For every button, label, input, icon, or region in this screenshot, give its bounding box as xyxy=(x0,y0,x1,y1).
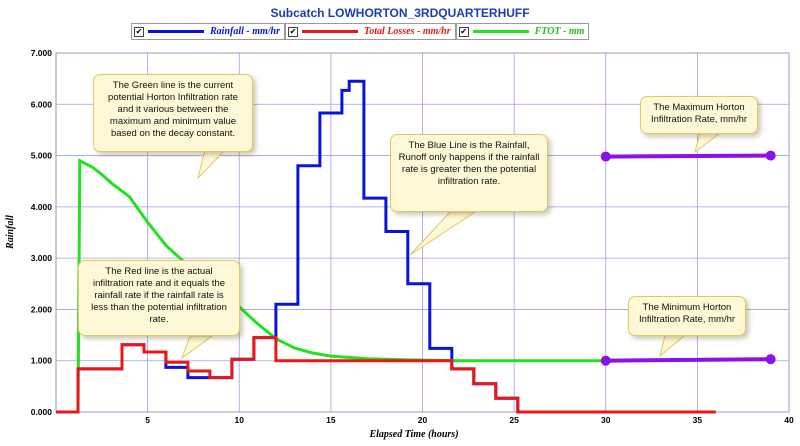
legend-checkbox-ftot[interactable]: ✔ xyxy=(458,26,469,37)
red-line-note: The Red line is the actual infiltration … xyxy=(78,260,240,336)
y-tick-label: 3.000 xyxy=(31,253,53,263)
blue-line-note: The Blue Line is the Rainfall, Runoff on… xyxy=(390,134,548,212)
x-axis-label: Elapsed Time (hours) xyxy=(368,429,458,440)
series-line-4 xyxy=(605,357,771,363)
legend-checkbox-total-losses[interactable]: ✔ xyxy=(288,26,299,37)
legend-item-total-losses[interactable]: ✔ Total Losses - mm/hr xyxy=(285,23,456,40)
x-tick-label: 20 xyxy=(418,415,428,425)
series-line-1 xyxy=(56,336,716,414)
x-tick-label: 30 xyxy=(601,415,611,425)
y-tick-label: 6.000 xyxy=(31,99,53,109)
series-line-3 xyxy=(605,153,771,159)
y-tick-label: 1.000 xyxy=(31,356,53,366)
series-point-4 xyxy=(600,355,611,366)
x-tick-label: 40 xyxy=(784,415,794,425)
x-tick-label: 5 xyxy=(145,415,150,425)
max-rate-note: The Maximum Horton Infiltration Rate, mm… xyxy=(640,96,758,134)
series-point-3 xyxy=(600,151,611,162)
y-tick-label: 0.000 xyxy=(31,407,53,417)
y-tick-label: 2.000 xyxy=(31,304,53,314)
chart-title: Subcatch LOWHORTON_3RDQUARTERHUFF xyxy=(270,6,530,20)
min-rate-note: The Minimum Horton Infiltration Rate, mm… xyxy=(628,296,746,336)
legend-item-ftot[interactable]: ✔ FTOT - mm xyxy=(455,23,590,40)
y-tick-label: 4.000 xyxy=(31,202,53,212)
legend-swatch-total-losses xyxy=(302,30,359,33)
series-point-3 xyxy=(765,150,776,161)
legend-checkbox-rainfall[interactable]: ✔ xyxy=(134,26,144,37)
legend-swatch-rainfall xyxy=(148,30,204,33)
x-tick-label: 35 xyxy=(693,415,703,425)
legend-label-total-losses: Total Losses - mm/hr xyxy=(364,26,451,37)
legend-label-ftot: FTOT - mm xyxy=(534,26,585,37)
x-tick-label: 25 xyxy=(509,415,519,425)
series-point-4 xyxy=(765,354,776,365)
y-axis-label: Rainfall xyxy=(5,215,16,250)
legend: ✔ Rainfall - mm/hr ✔ Total Losses - mm/h… xyxy=(131,23,590,40)
y-tick-label: 7.000 xyxy=(31,48,53,58)
x-tick-label: 15 xyxy=(326,415,336,425)
legend-item-rainfall[interactable]: ✔ Rainfall - mm/hr xyxy=(131,23,286,40)
x-tick-label: 10 xyxy=(235,415,245,425)
legend-label-rainfall: Rainfall - mm/hr xyxy=(210,26,281,37)
y-tick-label: 5.000 xyxy=(31,151,53,161)
green-line-note: The Green line is the current potential … xyxy=(93,74,253,152)
legend-swatch-ftot xyxy=(472,30,529,33)
